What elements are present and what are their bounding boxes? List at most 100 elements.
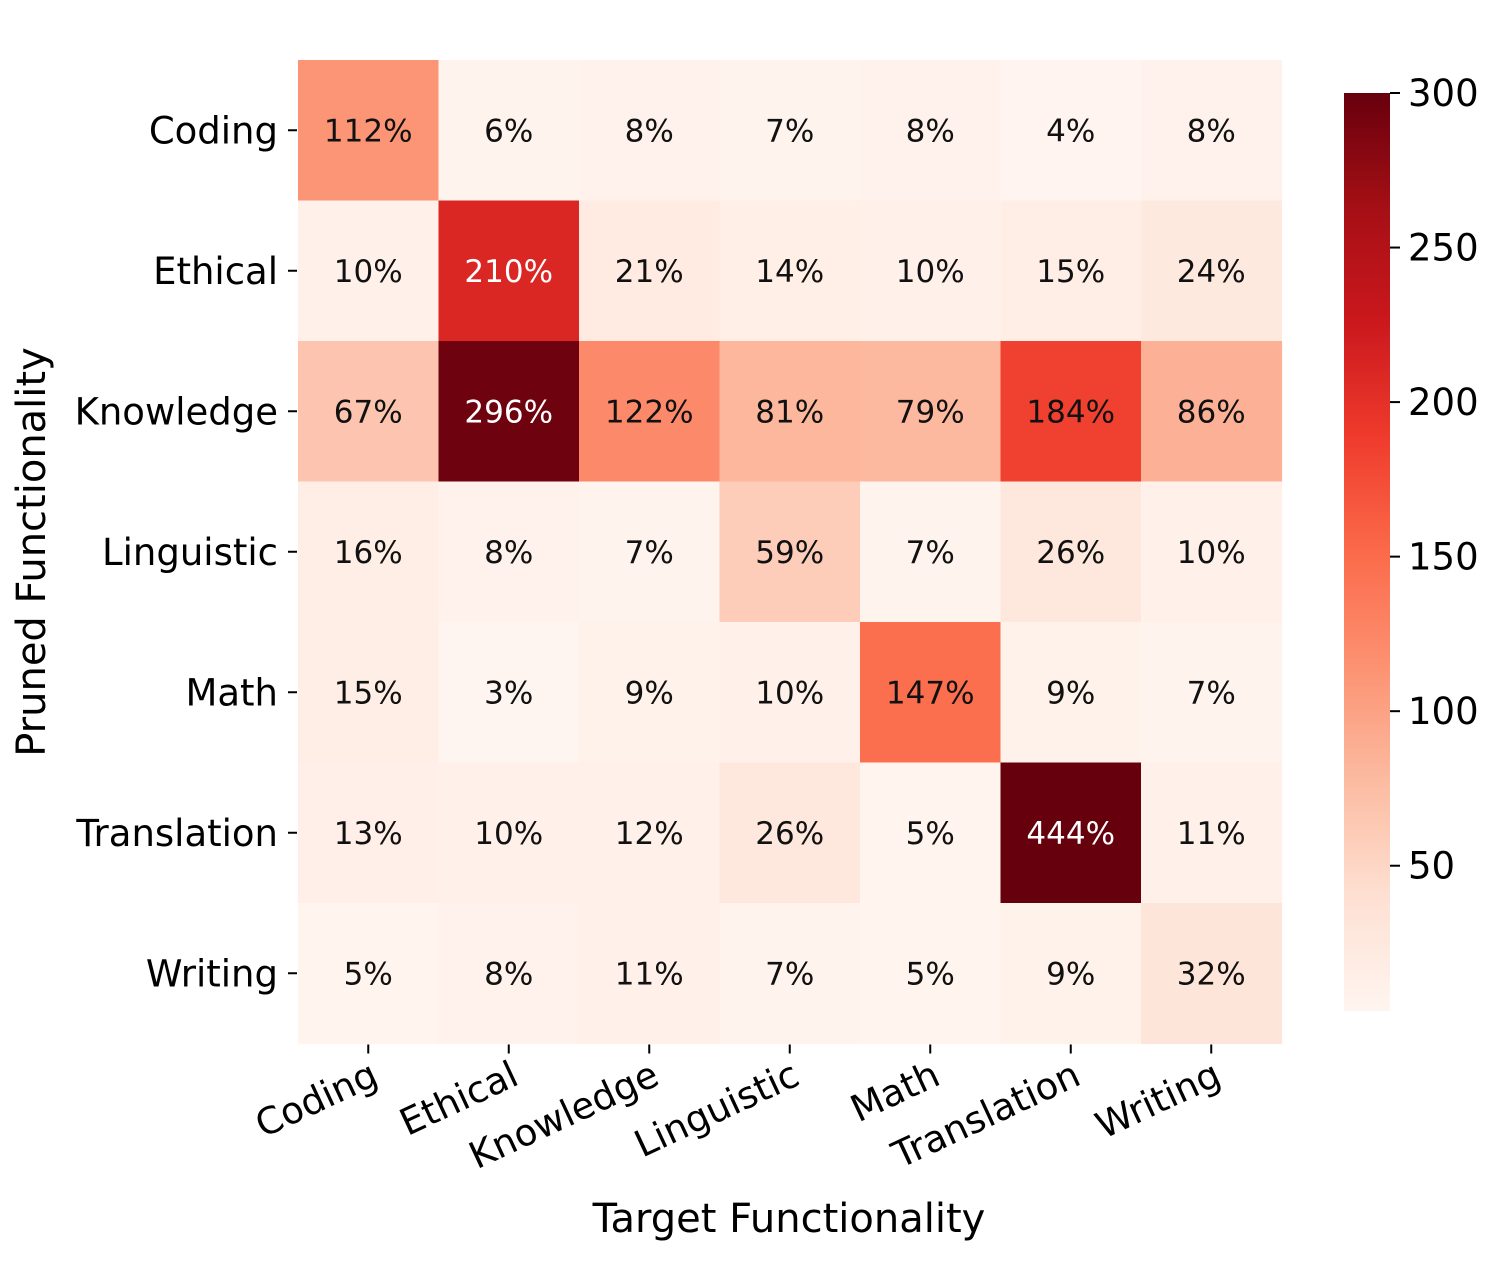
- heatmap-cell: [298, 481, 440, 623]
- heatmap-cell: [438, 903, 580, 1045]
- colorbar-tick-label: 100: [1408, 690, 1479, 733]
- y-tick-labels: Coding Ethical Knowledge Linguistic Math Tran…: [75, 109, 297, 995]
- heatmap-cell: [579, 60, 721, 202]
- heatmap-cell: [1141, 762, 1283, 904]
- heatmap-cell: [1141, 341, 1283, 483]
- heatmap-cell: [1000, 762, 1142, 904]
- colorbar-tick-label: 150: [1408, 536, 1479, 579]
- cell-value-label: 32%: [1177, 956, 1246, 992]
- heatmap-cell: [719, 903, 861, 1045]
- cell-value-label: 9%: [1046, 675, 1095, 711]
- colorbar-tick-label: 250: [1408, 227, 1479, 270]
- y-tick-label: Translation: [75, 812, 278, 855]
- heatmap-cell: [860, 60, 1002, 202]
- cell-value-label: 26%: [1036, 535, 1105, 571]
- cell-value-label: 122%: [605, 394, 694, 430]
- heatmap-cell: [579, 622, 721, 764]
- colorbar-tick-label: 300: [1408, 72, 1479, 115]
- cell-value-label: 11%: [615, 956, 684, 992]
- y-tick-label: Ethical: [153, 250, 278, 293]
- y-tick-label: Linguistic: [102, 531, 278, 574]
- heatmap-cell: [860, 481, 1002, 623]
- cell-value-label: 13%: [334, 816, 403, 852]
- heatmap-cell: [579, 200, 721, 342]
- heatmap-cell: [438, 622, 580, 764]
- heatmap-cell: [1000, 622, 1142, 764]
- heatmap-cell: [1141, 200, 1283, 342]
- heatmap-cell: [298, 762, 440, 904]
- y-tick-label: Math: [185, 671, 278, 714]
- cell-value-label: 79%: [896, 394, 965, 430]
- heatmap-cell: [1141, 622, 1283, 764]
- x-axis-label: Target Functionality: [592, 1196, 986, 1242]
- cell-value-label: 147%: [886, 675, 975, 711]
- cell-value-label: 112%: [324, 113, 413, 149]
- heatmap-cell: [1000, 200, 1142, 342]
- heatmap-cell: [579, 341, 721, 483]
- cell-value-label: 8%: [484, 535, 533, 571]
- heatmap-cell: [298, 903, 440, 1045]
- heatmap-cell: [298, 200, 440, 342]
- heatmap-cell: [579, 481, 721, 623]
- cell-value-label: 5%: [344, 956, 393, 992]
- heatmap-cell: [1000, 903, 1142, 1045]
- heatmap-cell: [860, 762, 1002, 904]
- cell-value-label: 9%: [625, 675, 674, 711]
- cell-value-label: 5%: [906, 816, 955, 852]
- heatmap-cell: [1000, 481, 1142, 623]
- cell-value-label: 6%: [484, 113, 533, 149]
- heatmap-cell: [719, 481, 861, 623]
- y-tick-label: Writing: [146, 952, 278, 995]
- heatmap-cell: [719, 60, 861, 202]
- colorbar-tick-label: 50: [1408, 845, 1455, 888]
- cell-value-label: 14%: [755, 254, 824, 290]
- cell-value-label: 26%: [755, 816, 824, 852]
- heatmap-cell: [298, 60, 440, 202]
- heatmap-cell: [579, 762, 721, 904]
- cell-value-label: 8%: [484, 956, 533, 992]
- cell-value-label: 444%: [1026, 816, 1115, 852]
- heatmap-cell: [1141, 60, 1283, 202]
- y-tick-label: Coding: [149, 109, 278, 152]
- heatmap-cell: [298, 622, 440, 764]
- heatmap-cell: [1141, 903, 1283, 1045]
- cell-value-label: 12%: [615, 816, 684, 852]
- cell-value-label: 7%: [765, 956, 814, 992]
- heatmap-cell: [1000, 341, 1142, 483]
- heatmap-cell: [1141, 481, 1283, 623]
- cell-value-label: 8%: [625, 113, 674, 149]
- colorbar-tick-label: 200: [1408, 381, 1479, 424]
- heatmap-cell: [1000, 60, 1142, 202]
- heatmap-cell: [438, 341, 580, 483]
- cell-value-label: 7%: [906, 535, 955, 571]
- heatmap-cell: [860, 200, 1002, 342]
- heatmap-cell: [438, 762, 580, 904]
- colorbar: 50 100 150 200 250 300: [1344, 72, 1479, 1011]
- cell-value-label: 86%: [1177, 394, 1246, 430]
- heatmap-cell: [860, 341, 1002, 483]
- cell-value-label: 7%: [1187, 675, 1236, 711]
- cell-value-label: 7%: [765, 113, 814, 149]
- x-tick-label: Coding: [249, 1053, 384, 1147]
- heatmap-cells: 112% 6% 8% 7% 8% 4% 8% 10% 210% 21% 14% 10% 15% 24% 67…: [298, 60, 1283, 1045]
- cell-value-label: 59%: [755, 535, 824, 571]
- cell-value-label: 81%: [755, 394, 824, 430]
- cell-value-label: 10%: [334, 254, 403, 290]
- heatmap-cell: [438, 60, 580, 202]
- cell-value-label: 8%: [906, 113, 955, 149]
- cell-value-label: 16%: [334, 535, 403, 571]
- heatmap-cell: [719, 341, 861, 483]
- heatmap-cell: [719, 200, 861, 342]
- cell-value-label: 10%: [1177, 535, 1246, 571]
- heatmap-cell: [438, 481, 580, 623]
- cell-value-label: 67%: [334, 394, 403, 430]
- cell-value-label: 15%: [1036, 254, 1105, 290]
- cell-value-label: 24%: [1177, 254, 1246, 290]
- cell-value-label: 296%: [464, 394, 553, 430]
- heatmap-cell: [438, 200, 580, 342]
- y-axis-label: Pruned Functionality: [9, 347, 55, 757]
- cell-value-label: 10%: [896, 254, 965, 290]
